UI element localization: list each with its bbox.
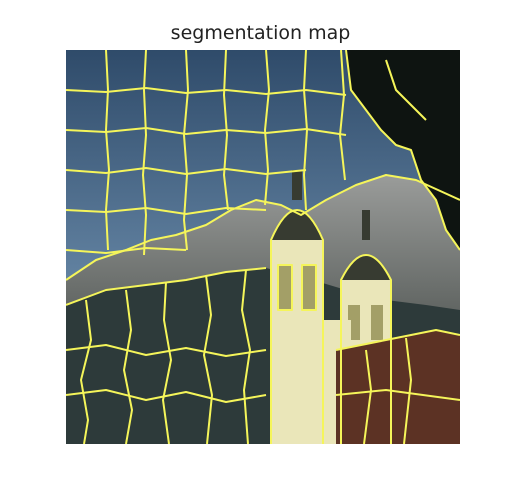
dark-tree <box>346 50 460 250</box>
segmentation-boundaries <box>66 50 460 444</box>
segmentation-image <box>66 50 460 444</box>
figure-title: segmentation map <box>170 22 351 44</box>
